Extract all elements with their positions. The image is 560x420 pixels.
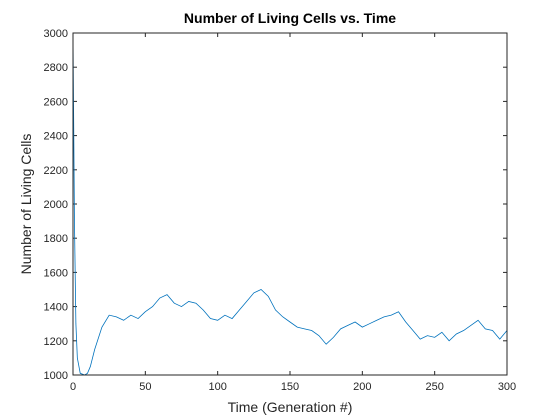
x-tick-label: 250 (425, 381, 443, 393)
y-tick-label: 3000 (44, 28, 68, 40)
y-tick-label: 1600 (44, 267, 68, 279)
x-tick-label: 150 (281, 381, 299, 393)
plot-area (73, 33, 507, 375)
y-tick-label: 1800 (44, 233, 68, 245)
y-tick-label: 2400 (44, 131, 68, 143)
x-tick-label: 300 (498, 381, 516, 393)
x-tick-label: 100 (208, 381, 226, 393)
data-line (72, 32, 508, 376)
y-tick-label: 2000 (44, 199, 68, 211)
x-tick-label: 0 (70, 381, 76, 393)
chart-title: Number of Living Cells vs. Time (184, 10, 396, 26)
y-tick-label: 1200 (44, 336, 68, 348)
axes-box (72, 32, 508, 376)
x-tick-label: 200 (353, 381, 371, 393)
y-tick-label: 2600 (44, 96, 68, 108)
y-tick-label: 2200 (44, 165, 68, 177)
x-axis-label: Time (Generation #) (228, 399, 353, 415)
y-axis-label: Number of Living Cells (18, 134, 34, 275)
y-tick-label: 2800 (44, 62, 68, 74)
y-tick-label: 1400 (44, 302, 68, 314)
y-tick-label: 1000 (44, 370, 68, 382)
x-tick-label: 50 (139, 381, 151, 393)
